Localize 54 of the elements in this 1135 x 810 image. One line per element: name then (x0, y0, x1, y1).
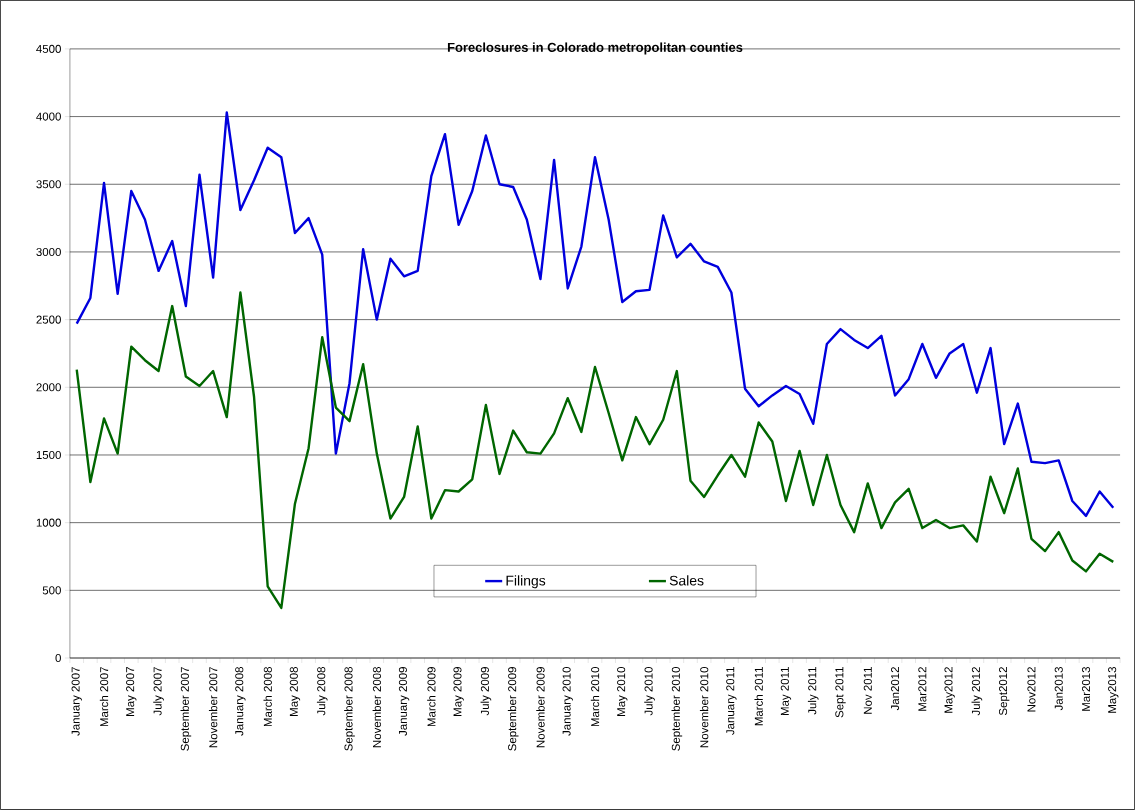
y-tick-label: 2000 (36, 383, 61, 392)
y-tick-label: 1000 (36, 518, 61, 527)
line-series (75, 291, 1115, 610)
line-series (75, 111, 1115, 518)
x-tick-label: November 2010 (699, 667, 709, 748)
x-tick-label: January 2011 (726, 667, 737, 735)
x-tick-label: March 2007 (99, 667, 109, 727)
x-tick-label: Sept2012 (998, 667, 1010, 716)
x-tick-label: Nov 2011 (863, 667, 872, 714)
x-tick-label: September 2009 (507, 667, 519, 751)
x-tick-label: November 2009 (536, 667, 545, 748)
y-tick-label: 3000 (36, 247, 61, 257)
y-tick-label: 4500 (36, 44, 61, 53)
x-tick-label: May 2007 (126, 667, 137, 716)
y-tick-label: 500 (42, 586, 61, 595)
x-tick-label: Jan2013 (1054, 667, 1063, 711)
x-tick-label: January 2007 (71, 667, 82, 736)
x-tick-label: July 2008 (316, 667, 328, 716)
x-tick-label: May 2010 (617, 667, 628, 716)
y-tick-label: 1500 (36, 450, 61, 460)
x-tick-label: May2013 (1108, 667, 1119, 713)
x-tick-label: March 2010 (590, 667, 600, 727)
x-tick-label: March 2011 (754, 667, 763, 726)
x-tick-label: March 2009 (427, 667, 436, 727)
legend-label: Filings (506, 575, 546, 589)
x-tick-label: May2012 (944, 667, 955, 713)
y-tick-label: 0 (55, 653, 61, 663)
x-tick-label: January 2009 (398, 667, 410, 736)
x-tick-label: September 2010 (671, 667, 683, 751)
y-tick-label: 4000 (36, 112, 61, 121)
chart-title: Foreclosures in Colorado metropolitan counties (447, 42, 743, 55)
x-tick-label: July 2012 (971, 667, 983, 716)
x-tick-label: July 2007 (153, 667, 164, 716)
x-tick-label: November 2008 (372, 667, 381, 748)
x-tick-label: May 2008 (289, 667, 301, 716)
x-tick-label: July 2010 (644, 667, 655, 716)
x-tick-label: July 2011 (807, 667, 819, 715)
x-tick-label: May 2009 (453, 667, 464, 716)
x-tick-label: January 2010 (562, 667, 573, 736)
x-tick-label: Jan2012 (891, 667, 900, 711)
x-tick-label: September 2008 (344, 667, 355, 751)
x-tick-label: Mar2013 (1081, 667, 1091, 711)
x-tick-label: September 2007 (180, 667, 192, 751)
x-tick-label: May 2011 (780, 667, 792, 716)
y-tick-label: 3500 (36, 180, 61, 189)
x-tick-label: March 2008 (263, 667, 272, 727)
x-tick-label: Mar2012 (918, 667, 927, 711)
x-tick-label: January 2008 (235, 667, 246, 736)
x-tick-label: November 2007 (208, 667, 218, 748)
x-tick-label: Sept 2011 (835, 667, 846, 718)
legend-label: Sales (669, 575, 704, 586)
y-tick-label: 2500 (36, 315, 61, 324)
x-tick-label: July 2009 (480, 667, 492, 716)
x-tick-label: Nov2012 (1027, 667, 1036, 712)
